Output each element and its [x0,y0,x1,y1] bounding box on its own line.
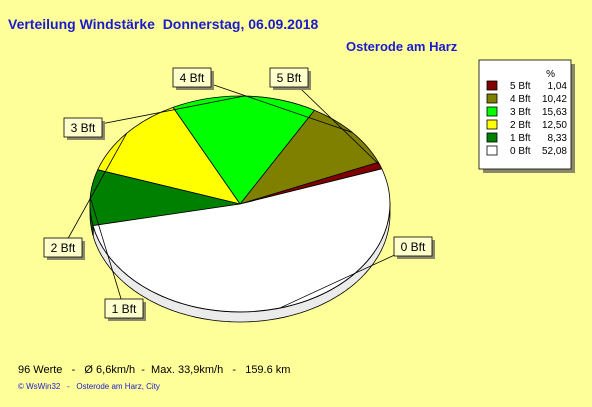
svg-text:15,63: 15,63 [542,107,567,118]
svg-text:0 Bft: 0 Bft [401,240,426,254]
legend-item: 0 Bft 52,08 [486,145,567,157]
svg-text:12,50: 12,50 [542,120,567,131]
svg-text:5 Bft: 5 Bft [510,81,531,92]
svg-text:2 Bft: 2 Bft [510,120,531,131]
legend-item: 3 Bft 15,63 [486,106,567,118]
svg-text:3 Bft: 3 Bft [71,121,96,135]
svg-text:5 Bft: 5 Bft [277,71,302,85]
svg-text:1 Bft: 1 Bft [112,302,137,316]
callout-2-bft: 2 Bft [43,132,128,260]
callout-4-bft: 4 Bft [172,67,353,133]
svg-text:52,08: 52,08 [542,146,567,157]
location-label: Osterode am Harz [346,39,458,54]
svg-text:4 Bft: 4 Bft [180,71,205,85]
callout-5-bft: 5 Bft [269,67,381,166]
callout-0-bft: 0 Bft [279,236,435,309]
legend-item: 4 Bft 10,42 [486,93,567,105]
svg-text:3 Bft: 3 Bft [510,107,531,118]
svg-text:2 Bft: 2 Bft [51,241,76,255]
svg-text:4 Bft: 4 Bft [510,94,531,105]
legend-item: 5 Bft 1,04 [486,80,568,92]
legend-header: % [546,69,555,80]
svg-text:1 Bft: 1 Bft [510,133,531,144]
svg-text:8,33: 8,33 [548,133,568,144]
svg-text:10,42: 10,42 [542,94,567,105]
svg-text:0 Bft: 0 Bft [510,146,531,157]
callout-1-bft: 1 Bft [89,197,146,321]
callout-3-bft: 3 Bft [63,95,245,140]
svg-text:1,04: 1,04 [548,81,568,92]
legend-item: 1 Bft 8,33 [486,132,568,144]
footer-credit: © WsWin32 - Osterode am Harz, City [18,382,160,391]
chart-title: Verteilung Windstärke Donnerstag, 06.09.… [8,16,319,32]
footer-stats: 96 Werte - Ø 6,6km/h - Max. 33,9km/h - 1… [18,364,291,376]
legend-item: 2 Bft 12,50 [486,119,567,131]
legend: % 5 Bft 1,04 4 Bft 10,42 3 Bft 15,63 2 Bft 12,50… [478,59,575,173]
